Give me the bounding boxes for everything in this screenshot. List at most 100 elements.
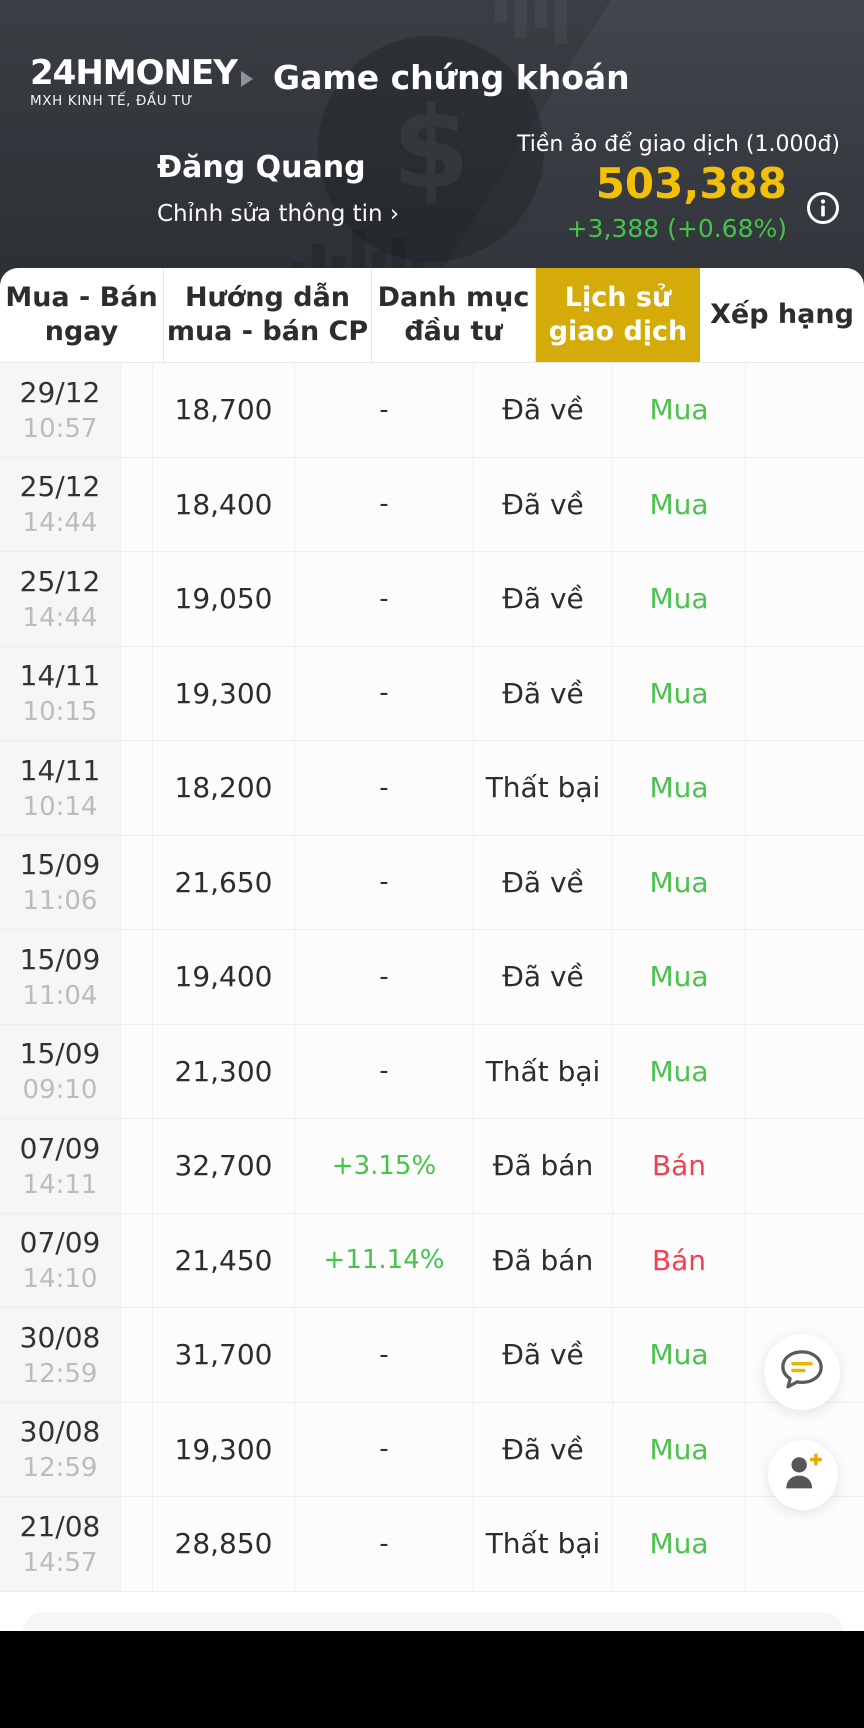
cell-extra — [746, 1119, 864, 1213]
tab-xep-hang[interactable]: Xếp hạng — [700, 268, 864, 362]
cell-price: 32,700 — [153, 1119, 295, 1213]
cell-status: Đã về — [474, 363, 613, 457]
cell-price: 18,400 — [153, 457, 295, 551]
table-row: 07/09 14:10 21,450 +11.14% Đã bán Bán — [0, 1213, 864, 1308]
comment-bubble-icon — [779, 1348, 825, 1396]
cell-extra — [746, 836, 864, 930]
cell-empty — [121, 1402, 153, 1496]
trade-date: 07/09 — [19, 1226, 101, 1260]
tab-label: Lịch sử giao dịch — [548, 282, 688, 347]
cell-percent: +3.15% — [295, 1119, 474, 1213]
cell-price: 19,400 — [153, 930, 295, 1024]
cell-status: Thất bại — [474, 1024, 613, 1118]
cell-percent: - — [295, 835, 474, 929]
cell-extra — [746, 458, 864, 552]
tab-danh-muc-dau-tu[interactable]: Danh mục đầu tư — [372, 268, 536, 362]
cell-empty — [121, 646, 153, 740]
cell-action: Mua — [613, 1308, 746, 1402]
cell-extra — [746, 552, 864, 646]
cell-empty — [121, 1497, 153, 1591]
cell-status: Đã về — [474, 1402, 613, 1496]
trade-date: 14/11 — [19, 659, 101, 693]
cell-action: Bán — [613, 1119, 746, 1213]
cell-empty — [121, 741, 153, 835]
cell-percent: - — [295, 1402, 474, 1496]
trade-date: 15/09 — [19, 942, 101, 976]
cell-status: Đã về — [474, 1308, 613, 1402]
person-plus-icon — [780, 1450, 826, 1500]
cell-date: 15/09 11:06 — [0, 835, 121, 929]
cell-price: 28,850 — [153, 1497, 295, 1591]
cell-extra — [746, 930, 864, 1024]
breadcrumb-arrow-icon — [241, 71, 253, 87]
cell-date: 25/12 14:44 — [0, 457, 121, 551]
table-row: 21/08 14:57 28,850 - Thất bại Mua — [0, 1497, 864, 1592]
tab-huong-dan-mua-ban-cp[interactable]: Hướng dẫn mua - bán CP — [164, 268, 372, 362]
dollar-glyph: $ — [392, 84, 470, 214]
cell-status: Đã về — [474, 930, 613, 1024]
app-logo[interactable]: 24HMONEY MXH KINH TẾ, ĐẦU TƯ — [30, 53, 238, 109]
trade-date: 29/12 — [19, 375, 101, 409]
trade-date: 15/09 — [19, 848, 101, 882]
tab-mua-ban-ngay[interactable]: Mua - Bán ngay — [0, 268, 164, 362]
logo-subtitle: MXH KINH TẾ, ĐẦU TƯ — [30, 93, 194, 109]
page-title: Game chứng khoán — [273, 58, 630, 97]
trade-date: 25/12 — [19, 564, 101, 598]
tab-label: Mua - Bán ngay — [5, 282, 158, 347]
cell-status: Đã về — [474, 552, 613, 646]
cell-empty — [121, 1119, 153, 1213]
table-row: 14/11 10:15 19,300 - Đã về Mua — [0, 646, 864, 741]
cell-date: 14/11 10:14 — [0, 741, 121, 835]
tab-label: Xếp hạng — [710, 299, 854, 330]
balance-value: 503,388 — [595, 159, 787, 208]
cell-date: 29/12 10:57 — [0, 363, 121, 457]
cell-percent: - — [295, 646, 474, 740]
cell-action: Mua — [613, 1024, 746, 1118]
trade-date: 21/08 — [19, 1509, 101, 1543]
cell-action: Mua — [613, 741, 746, 835]
table-row: 29/12 10:57 18,700 - Đã về Mua — [0, 363, 864, 458]
trade-time: 14:10 — [22, 1264, 98, 1295]
trade-date: 30/08 — [19, 1415, 101, 1449]
trade-date: 30/08 — [19, 1320, 101, 1354]
add-friend-button[interactable] — [768, 1440, 838, 1510]
cell-status: Đã về — [474, 457, 613, 551]
chat-button[interactable] — [764, 1334, 840, 1410]
trade-time: 10:57 — [22, 413, 98, 444]
table-row: 25/12 14:44 19,050 - Đã về Mua — [0, 552, 864, 647]
cell-extra — [746, 363, 864, 457]
cell-date: 30/08 12:59 — [0, 1402, 121, 1496]
cell-price: 31,700 — [153, 1308, 295, 1402]
trade-time: 11:06 — [22, 886, 98, 917]
tab-lich-su-giao-dich[interactable]: Lịch sử giao dịch — [536, 268, 700, 362]
cell-action: Mua — [613, 1497, 746, 1591]
table-row: 15/09 09:10 21,300 - Thất bại Mua — [0, 1024, 864, 1119]
cell-action: Bán — [613, 1213, 746, 1307]
history-table: 29/12 10:57 18,700 - Đã về Mua 25/12 14:… — [0, 363, 864, 1592]
cell-empty — [121, 457, 153, 551]
table-row: 15/09 11:06 21,650 - Đã về Mua — [0, 835, 864, 930]
cell-action: Mua — [613, 835, 746, 929]
tab-bar: Mua - Bán ngay Hướng dẫn mua - bán CP Da… — [0, 268, 864, 363]
trade-time: 14:57 — [22, 1547, 98, 1578]
cell-status: Đã bán — [474, 1213, 613, 1307]
cell-status: Thất bại — [474, 741, 613, 835]
cell-percent: - — [295, 363, 474, 457]
cell-percent: - — [295, 552, 474, 646]
logo-title: 24HMONEY — [30, 53, 238, 93]
cell-empty — [121, 1024, 153, 1118]
cell-extra — [746, 647, 864, 741]
trade-time: 12:59 — [22, 1453, 98, 1484]
tab-label: Hướng dẫn mua - bán CP — [166, 282, 369, 347]
edit-profile-link[interactable]: Chỉnh sửa thông tin › — [157, 201, 400, 227]
cell-action: Mua — [613, 552, 746, 646]
trade-time: 11:04 — [22, 980, 98, 1011]
watermark-barchart-top-icon — [495, 0, 567, 44]
table-row: 30/08 12:59 31,700 - Đã về Mua — [0, 1308, 864, 1403]
cell-date: 30/08 12:59 — [0, 1308, 121, 1402]
trade-time: 14:11 — [22, 1169, 98, 1200]
info-icon[interactable] — [806, 191, 840, 225]
cell-empty — [121, 930, 153, 1024]
cell-date: 15/09 11:04 — [0, 930, 121, 1024]
cell-action: Mua — [613, 363, 746, 457]
